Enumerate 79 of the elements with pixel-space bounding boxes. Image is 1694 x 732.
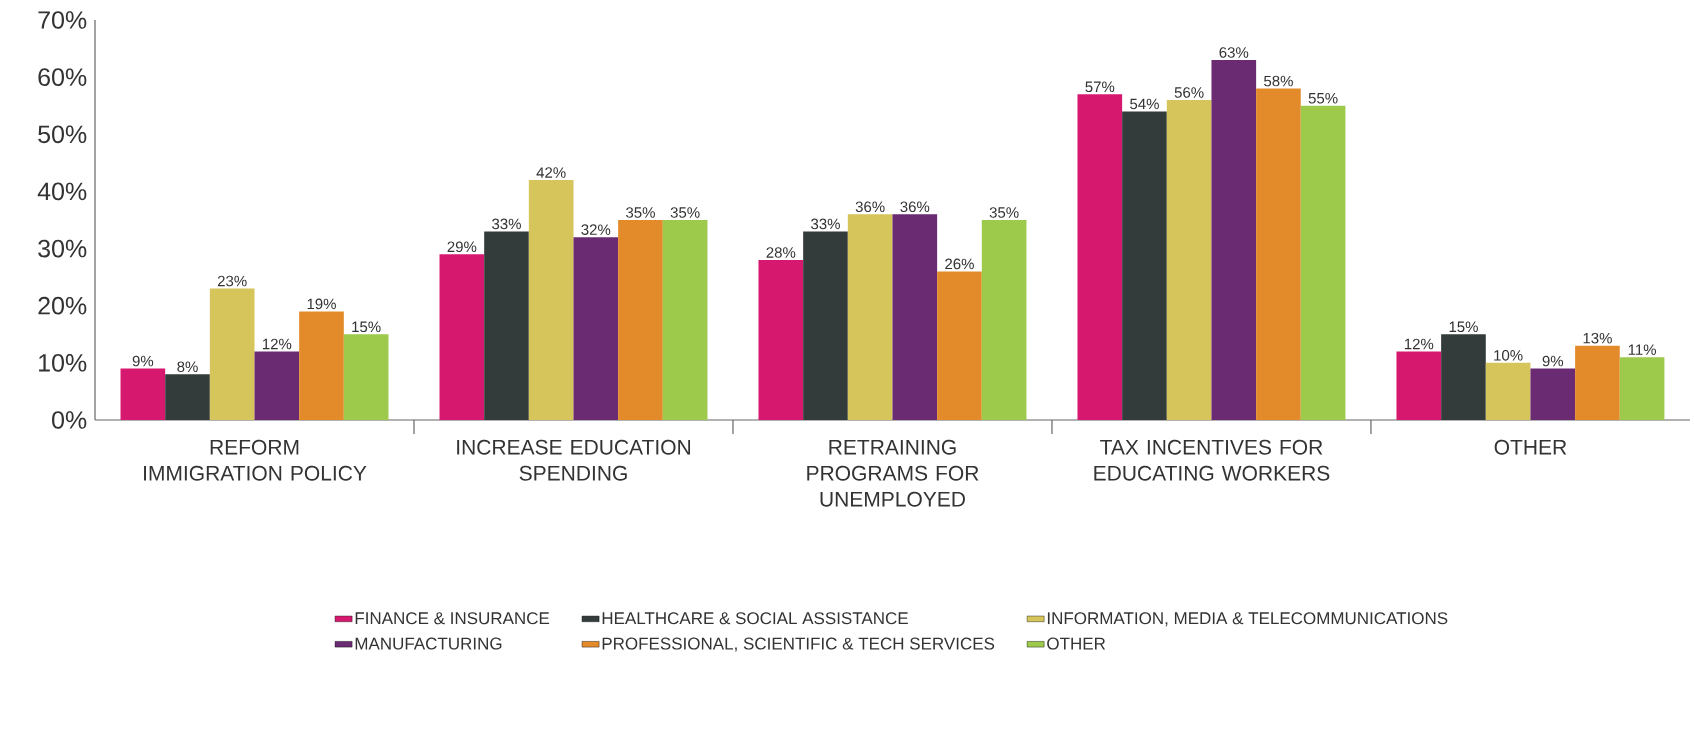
bar <box>1122 111 1167 420</box>
bar <box>981 220 1027 420</box>
data-label: 63% <box>1219 47 1249 58</box>
data-label: 15% <box>1449 321 1478 333</box>
y-tick-label: 30% <box>38 239 87 258</box>
data-label: 33% <box>811 218 840 230</box>
y-tick-label: 70% <box>38 11 87 29</box>
bar <box>618 220 663 420</box>
x-tick-label: TAX INCENTIVES FOR EDUCATING WORKERS <box>1094 439 1330 481</box>
legend-label: PROFESSIONAL, SCIENTIFIC & TECH SERVICES <box>602 637 995 652</box>
data-label: 19% <box>307 298 336 310</box>
data-label: 12% <box>262 338 292 350</box>
data-label: 35% <box>626 207 655 218</box>
bar <box>1530 368 1576 420</box>
bar <box>662 220 708 420</box>
data-label: 11% <box>1628 344 1657 355</box>
bar <box>343 334 389 420</box>
data-label: 12% <box>1404 338 1434 350</box>
bar <box>1166 100 1212 420</box>
legend-label: INFORMATION, MEDIA & TELECOMMUNICATIONS <box>1047 612 1448 627</box>
bar <box>758 260 804 420</box>
bar <box>937 271 982 420</box>
x-tick-label: RETRAINING PROGRAMS FOR UNEMPLOYED <box>807 439 979 507</box>
data-label: 58% <box>1264 75 1293 87</box>
y-tick-label: 50% <box>38 125 87 144</box>
legend-label: MANUFACTURING <box>355 637 502 650</box>
bar <box>209 288 255 420</box>
y-tick-label: 60% <box>38 68 87 86</box>
data-label: 26% <box>945 258 974 270</box>
data-label: 9% <box>1542 355 1564 367</box>
bar <box>1441 334 1486 420</box>
bar <box>1485 362 1531 420</box>
data-label: 55% <box>1308 92 1338 104</box>
bar <box>573 237 619 420</box>
data-label: 8% <box>177 361 198 373</box>
bar <box>1396 351 1442 420</box>
data-label: 57% <box>1085 81 1115 93</box>
data-label: 36% <box>900 201 930 213</box>
x-tick-label: OTHER <box>1494 439 1567 455</box>
bar <box>484 231 529 420</box>
data-label: 15% <box>352 321 381 333</box>
data-label: 10% <box>1494 350 1523 361</box>
bar <box>254 351 300 420</box>
data-label: 33% <box>492 218 521 230</box>
y-tick-label: 10% <box>39 354 87 372</box>
bar <box>120 368 166 420</box>
data-label: 35% <box>989 207 1019 218</box>
bar <box>299 311 344 420</box>
bar <box>1300 105 1346 420</box>
data-label: 28% <box>766 247 796 258</box>
data-label: 29% <box>447 241 477 253</box>
bar <box>1211 60 1257 420</box>
data-label: 9% <box>132 355 154 367</box>
data-label: 23% <box>217 275 247 287</box>
bar <box>847 214 893 420</box>
bar <box>803 231 848 420</box>
bar <box>439 254 485 420</box>
bar <box>1077 94 1123 420</box>
bar <box>528 180 574 420</box>
legend-label: OTHER <box>1047 637 1106 650</box>
data-label: 56% <box>1174 87 1204 98</box>
bar <box>1619 357 1665 420</box>
bar <box>892 214 938 420</box>
data-label: 42% <box>536 167 566 178</box>
x-tick-label: INCREASE EDUCATION SPENDING <box>457 439 691 481</box>
bar <box>1256 88 1301 420</box>
data-label: 32% <box>581 224 611 235</box>
legend-label: FINANCE & INSURANCE <box>355 612 550 625</box>
bar <box>1575 345 1620 420</box>
legend-label: HEALTHCARE & SOCIAL ASSISTANCE <box>602 612 908 625</box>
data-label: 13% <box>1583 332 1612 344</box>
x-tick-label: REFORM IMMIGRATION POLICY <box>144 439 367 481</box>
bar <box>165 374 210 420</box>
y-tick-label: 0% <box>52 411 87 429</box>
data-label: 36% <box>855 201 885 213</box>
data-label: 54% <box>1130 98 1159 110</box>
y-tick-label: 40% <box>37 182 87 201</box>
data-label: 35% <box>670 207 700 218</box>
y-tick-label: 20% <box>38 296 87 315</box>
